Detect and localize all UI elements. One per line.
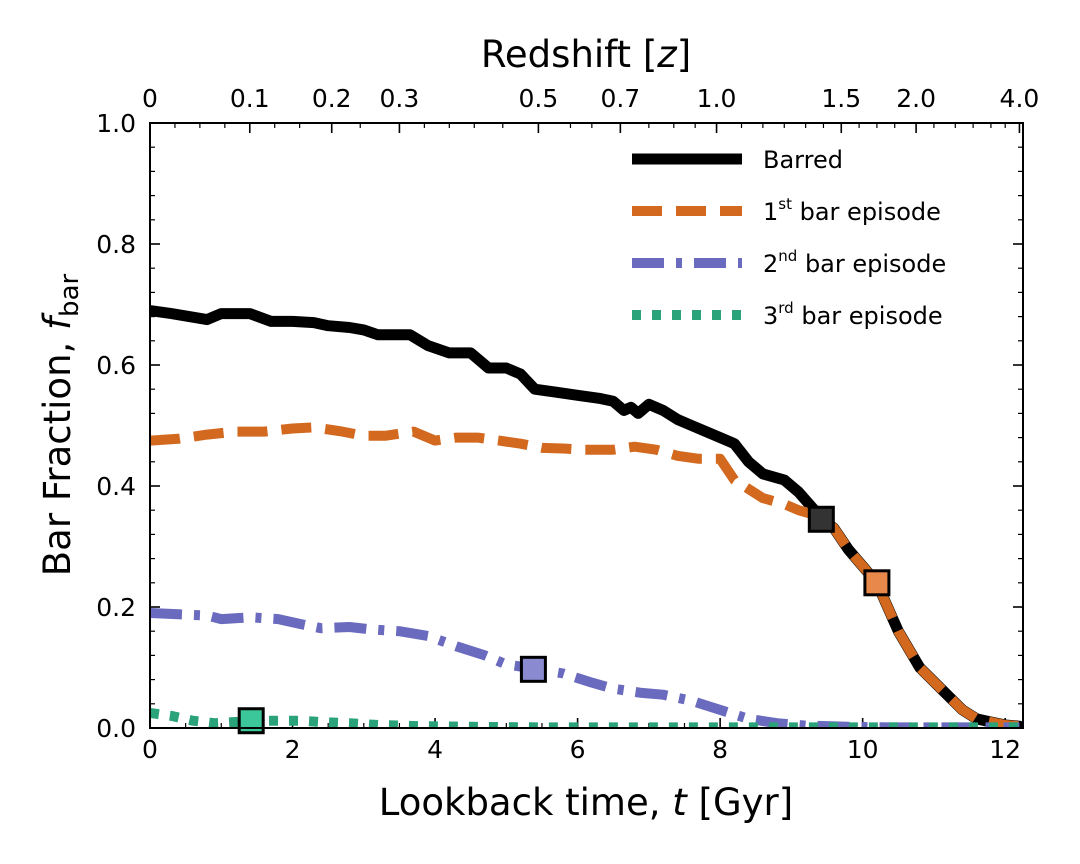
series-layer: [150, 305, 1023, 728]
y-tick-label: 0.0: [96, 714, 136, 743]
episode-marker-2: [863, 569, 891, 597]
x-axis-title: Lookback time, t [Gyr]: [379, 781, 793, 824]
series-line-1: [150, 305, 1023, 728]
episode-marker-4: [237, 707, 265, 735]
episode-marker-3: [519, 655, 547, 683]
legend-label-4: 3rd bar episode: [763, 299, 943, 330]
y-tick-label: 0.6: [96, 351, 136, 380]
x-tick-label: 12: [989, 735, 1021, 764]
x-tick-label: 0: [142, 735, 158, 764]
y-tick-label: 0.2: [96, 593, 136, 622]
label-layer: 0 2 4 6 8 10 120.00.20.40.60.81.00 0.1 0.2 0.3 0.5…: [96, 84, 1039, 764]
legend-label-3: 2nd bar episode: [763, 247, 946, 278]
top-tick-label: 2.0: [896, 84, 936, 113]
top-tick-label: 1.0: [697, 84, 737, 113]
series-line-4: [150, 707, 1020, 728]
x-tick-label: 8: [712, 735, 728, 764]
top-tick-label: 0: [142, 84, 158, 113]
y-tick-label: 0.8: [96, 230, 136, 259]
top-tick-label: 4.0: [1000, 84, 1040, 113]
top-tick-label: 0.2: [312, 84, 352, 113]
x-tick-label: 10: [847, 735, 879, 764]
top-tick-label: 0.3: [380, 84, 420, 113]
x-tick-label: 2: [285, 735, 301, 764]
top-tick-label: 0.5: [519, 84, 559, 113]
series-line-2: [150, 422, 1020, 728]
x-tick-label: 4: [427, 735, 443, 764]
top-tick-label: 1.5: [821, 84, 861, 113]
top-tick-label: 0.7: [600, 84, 640, 113]
episode-marker-1: [807, 505, 835, 533]
y-axis-title: Bar Fraction, fbar: [36, 273, 85, 576]
legend-label-2: 1st bar episode: [763, 195, 941, 226]
y-tick-label: 1.0: [96, 109, 136, 138]
top-axis-title: Redshift [z]: [481, 33, 691, 76]
legend-label-1: Barred: [763, 146, 843, 174]
legend: Barred 1st bar episode 2nd bar episode 3rd …: [632, 146, 946, 330]
plot-frame: [149, 122, 1024, 729]
series-line-3: [150, 608, 1020, 728]
x-tick-label: 6: [570, 735, 586, 764]
y-tick-label: 0.4: [96, 472, 136, 501]
top-tick-label: 0.1: [230, 84, 270, 113]
marker-layer: [237, 505, 891, 735]
